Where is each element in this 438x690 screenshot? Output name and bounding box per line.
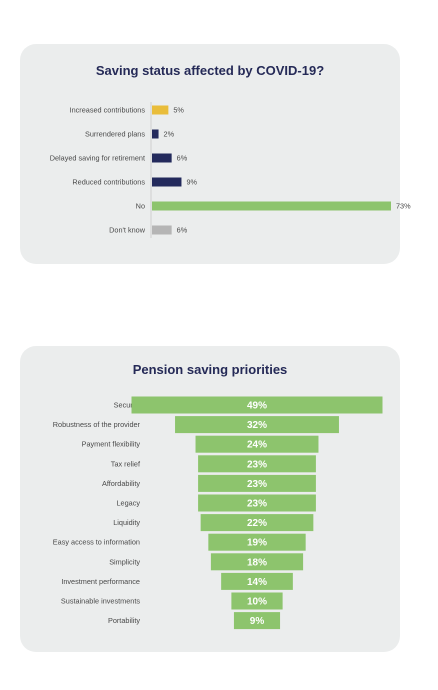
category-label: Easy access to information — [53, 538, 140, 547]
data-label: 14% — [247, 577, 267, 588]
data-label: 18% — [247, 557, 267, 568]
category-label: Don't know — [109, 226, 146, 235]
pension-priorities-funnel-chart: Security 49% Robustness of the provider 32%… — [53, 396, 383, 630]
category-label: Delayed saving for retirement — [50, 154, 145, 163]
pension-priorities-chart-card: Pension saving priorities Security 49% Rob… — [20, 346, 400, 652]
data-label: 6% — [177, 226, 188, 235]
category-label: Legacy — [116, 499, 140, 508]
bar — [152, 105, 169, 115]
bar — [198, 494, 316, 512]
category-label: Sustainable investments — [61, 597, 140, 606]
data-label: 23% — [247, 499, 267, 510]
data-label: 10% — [247, 597, 267, 608]
category-label: Affordability — [102, 479, 140, 488]
covid-saving-bar-chart: Increased contributions 5% Surrendered pla… — [50, 102, 411, 238]
bar — [152, 225, 172, 235]
category-label: Surrendered plans — [85, 130, 145, 139]
bar — [200, 514, 314, 532]
category-label: Portability — [108, 616, 140, 625]
bar — [152, 177, 182, 187]
bar — [152, 129, 159, 139]
data-label: 2% — [164, 130, 175, 139]
data-label: 23% — [247, 479, 267, 490]
category-label: Security — [114, 401, 141, 410]
category-label: Investment performance — [61, 577, 140, 586]
bar — [152, 201, 391, 211]
category-label: Robustness of the provider — [53, 420, 141, 429]
bar — [221, 572, 293, 590]
data-label: 23% — [247, 459, 267, 470]
data-label: 19% — [247, 538, 267, 549]
category-label: No — [136, 202, 145, 211]
data-label: 24% — [247, 440, 267, 451]
data-label: 9% — [250, 616, 265, 627]
data-label: 22% — [247, 518, 267, 529]
bar — [198, 455, 316, 473]
data-label: 32% — [247, 420, 267, 431]
data-label: 5% — [173, 106, 184, 115]
data-label: 49% — [247, 401, 267, 412]
data-label: 9% — [186, 178, 197, 187]
bar — [231, 592, 283, 610]
data-label: 73% — [396, 202, 411, 211]
category-label: Tax relief — [111, 459, 141, 468]
bar — [210, 553, 304, 571]
bar — [208, 533, 306, 551]
category-label: Simplicity — [109, 557, 140, 566]
category-label: Payment flexibility — [82, 440, 141, 449]
category-label: Liquidity — [113, 518, 140, 527]
category-label: Reduced contributions — [72, 178, 145, 187]
bar — [152, 153, 172, 163]
bar — [233, 612, 281, 630]
bar — [131, 396, 383, 414]
covid-saving-chart-title: Saving status affected by COVID-19? — [95, 63, 325, 78]
bar — [175, 416, 339, 434]
pension-priorities-chart-title: Pension saving priorities — [132, 362, 288, 377]
bar — [198, 474, 316, 492]
bar — [195, 435, 319, 453]
category-label: Increased contributions — [70, 106, 146, 115]
data-label: 6% — [177, 154, 188, 163]
covid-saving-chart-card: Saving status affected by COVID-19? Incr… — [20, 44, 411, 264]
